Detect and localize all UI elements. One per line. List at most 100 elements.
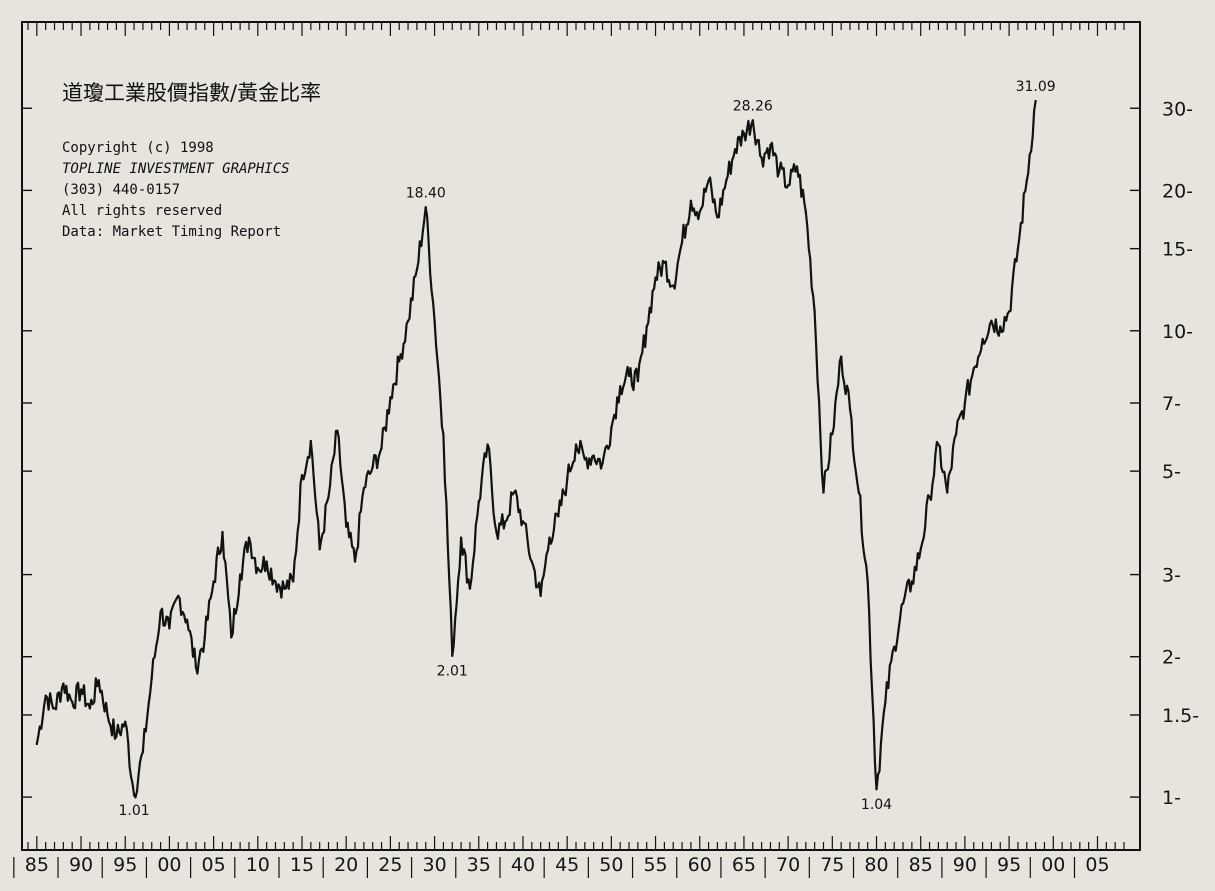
- x-axis-ticks: 85 90 95 00 05 10 15 20 25 30 35 40 45 50 55 60 65 70 75 80…: [13, 854, 1110, 878]
- data-point: [1025, 179, 1028, 182]
- copyright-note: Copyright (c) 1998: [62, 140, 214, 156]
- data-point: [680, 240, 684, 244]
- data-point: [848, 407, 852, 411]
- data-point: [795, 165, 799, 168]
- data-point: [256, 566, 260, 570]
- data-point: [486, 443, 489, 446]
- data-point: [115, 735, 118, 738]
- y-axis-ticks: 1- 1.5- 2- 3- 5- 7- 10- 15- 20- 30-: [22, 98, 1199, 809]
- peak-label: 1.01: [118, 803, 149, 819]
- y-tick-label: 15-: [1162, 239, 1193, 261]
- data-point: [999, 325, 1002, 328]
- data-point: [53, 707, 56, 710]
- data-point: [875, 787, 878, 791]
- x-tick-label: 40: [511, 854, 535, 876]
- data-point: [62, 682, 65, 685]
- x-tick-label: 00: [157, 854, 181, 876]
- x-tick-label: 55: [643, 854, 667, 876]
- plot-border: [21, 21, 1141, 851]
- data-point: [97, 679, 100, 682]
- data-point: [937, 443, 940, 446]
- data-point: [512, 491, 516, 494]
- data-point: [344, 525, 348, 528]
- data-point: [221, 530, 224, 534]
- data-point: [442, 433, 445, 436]
- x-tick-label: 30: [422, 854, 446, 876]
- title-block: 道瓊工業股價指數/黃金比率 Copyright (c) 1998 TOPLINE…: [62, 81, 321, 240]
- data-point: [177, 594, 180, 598]
- data-point: [88, 707, 92, 710]
- data-point: [530, 560, 534, 563]
- data-point: [707, 179, 710, 182]
- x-tick-label: 95: [997, 854, 1021, 876]
- peak-annotations: 1.01 18.40 2.01 28.26 1.04 31.09: [118, 79, 1055, 819]
- y-tick-label: 2-: [1162, 647, 1181, 669]
- data-point: [813, 310, 816, 313]
- data-point: [398, 360, 401, 363]
- x-tick-label: 95: [113, 854, 137, 876]
- x-tick-label: 90: [69, 854, 93, 876]
- y-tick-label: 10-: [1162, 321, 1193, 343]
- data-point: [406, 319, 410, 323]
- data-point: [477, 500, 480, 503]
- data-point: [291, 580, 295, 583]
- data-point: [565, 478, 569, 481]
- x-tick-label: 70: [776, 854, 800, 876]
- data-point: [884, 700, 887, 704]
- peak-label: 28.26: [733, 98, 773, 114]
- data-point: [972, 367, 975, 370]
- y-tick-label: 1.5-: [1162, 705, 1199, 727]
- data-point: [733, 148, 737, 151]
- data-point: [539, 594, 542, 598]
- data-point: [79, 688, 83, 691]
- data-point: [892, 645, 896, 649]
- data-point: [592, 454, 595, 457]
- x-tick-label: 50: [599, 854, 623, 876]
- x-tick-label: 05: [1085, 854, 1109, 876]
- data-point: [778, 169, 781, 173]
- data-point: [274, 580, 277, 583]
- data-point: [495, 530, 498, 534]
- peak-label: 31.09: [1016, 79, 1056, 95]
- x-tick-label: 90: [953, 854, 977, 876]
- data-point: [963, 401, 967, 405]
- x-tick-label: 85: [909, 854, 933, 876]
- data-point: [433, 319, 436, 323]
- x-tick-label: 60: [688, 854, 712, 876]
- data-point: [318, 548, 321, 551]
- data-point: [389, 396, 392, 399]
- data-point: [247, 536, 251, 539]
- x-minor-ticks: [27, 22, 1125, 850]
- data-point: [203, 636, 206, 639]
- x-tick-label: 85: [25, 854, 49, 876]
- data-point: [946, 491, 949, 494]
- data-point: [468, 587, 472, 590]
- x-tick-label: 35: [467, 854, 491, 876]
- data-point: [451, 654, 454, 657]
- data-point: [371, 465, 374, 469]
- data-point: [804, 210, 808, 213]
- data-point: [645, 325, 648, 328]
- data-point: [919, 548, 922, 551]
- y-tick-label: 30-: [1162, 98, 1193, 120]
- peak-label: 2.01: [437, 664, 468, 680]
- data-point: [212, 580, 215, 583]
- peak-label: 18.40: [406, 185, 446, 201]
- data-point: [574, 443, 578, 446]
- peak-label: 1.04: [861, 797, 892, 813]
- x-tick-label: 10: [246, 854, 270, 876]
- data-point: [336, 429, 339, 433]
- data-point: [760, 156, 763, 159]
- data-point: [283, 587, 286, 590]
- data-point: [1034, 99, 1037, 103]
- data-point: [141, 750, 145, 754]
- data-point: [300, 474, 304, 477]
- data-point: [663, 261, 666, 264]
- data-point: [150, 676, 153, 680]
- data-point: [238, 573, 242, 576]
- data-point: [70, 700, 74, 704]
- y-tick-label: 5-: [1162, 461, 1181, 483]
- data-point: [910, 580, 914, 583]
